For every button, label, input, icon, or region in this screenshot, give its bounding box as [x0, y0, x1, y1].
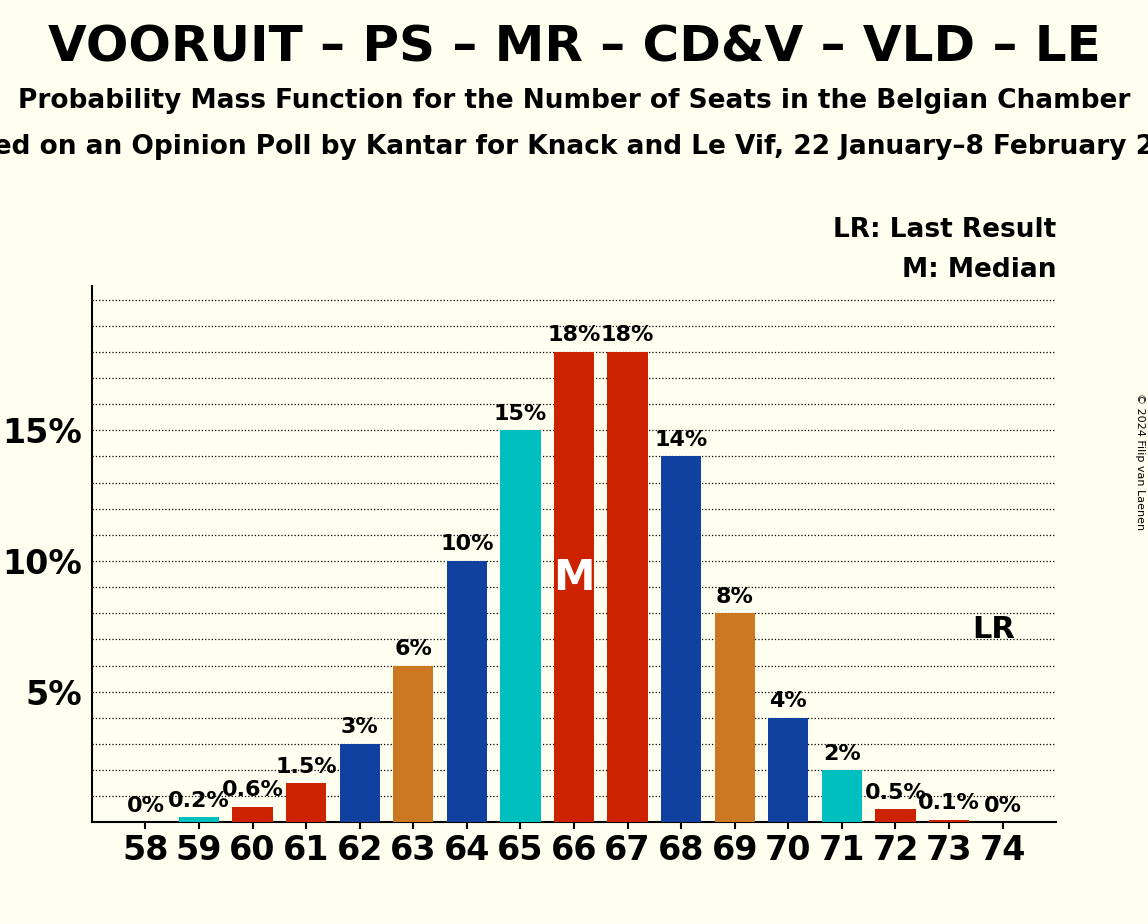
Bar [661, 456, 701, 822]
Text: 10%: 10% [440, 534, 494, 554]
Text: 0.5%: 0.5% [864, 783, 926, 803]
Text: 0%: 0% [126, 796, 164, 816]
Text: 3%: 3% [341, 717, 379, 737]
Bar [340, 744, 380, 822]
Bar [929, 820, 969, 822]
Text: 14%: 14% [654, 430, 708, 450]
Bar [179, 817, 219, 822]
Text: © 2024 Filip van Laenen: © 2024 Filip van Laenen [1135, 394, 1145, 530]
Bar [393, 665, 434, 822]
Bar [822, 770, 862, 822]
Bar [875, 809, 915, 822]
Bar [447, 561, 487, 822]
Text: LR: LR [972, 615, 1015, 644]
Text: M: M [553, 556, 595, 599]
Text: 4%: 4% [769, 691, 807, 711]
Bar [768, 718, 808, 822]
Bar [233, 807, 273, 822]
Text: 0%: 0% [984, 796, 1022, 816]
Text: 0.1%: 0.1% [918, 793, 980, 813]
Bar [501, 431, 541, 822]
Bar [286, 784, 326, 822]
Text: Based on an Opinion Poll by Kantar for Knack and Le Vif, 22 January–8 February 2: Based on an Opinion Poll by Kantar for K… [0, 134, 1148, 160]
Text: 6%: 6% [395, 639, 432, 659]
Text: M: Median: M: Median [901, 257, 1056, 283]
Text: 8%: 8% [716, 587, 753, 607]
Bar [607, 352, 647, 822]
Text: 18%: 18% [548, 325, 600, 346]
Text: 0.6%: 0.6% [222, 780, 284, 800]
Bar [714, 614, 755, 822]
Text: 0.2%: 0.2% [168, 791, 230, 810]
Text: Probability Mass Function for the Number of Seats in the Belgian Chamber: Probability Mass Function for the Number… [18, 88, 1130, 114]
Text: 15%: 15% [494, 404, 548, 424]
Text: 18%: 18% [600, 325, 654, 346]
Text: LR: Last Result: LR: Last Result [833, 217, 1056, 243]
Text: 1.5%: 1.5% [276, 757, 338, 776]
Text: 2%: 2% [823, 744, 861, 763]
Bar [554, 352, 595, 822]
Text: VOORUIT – PS – MR – CD&V – VLD – LE: VOORUIT – PS – MR – CD&V – VLD – LE [47, 23, 1101, 71]
